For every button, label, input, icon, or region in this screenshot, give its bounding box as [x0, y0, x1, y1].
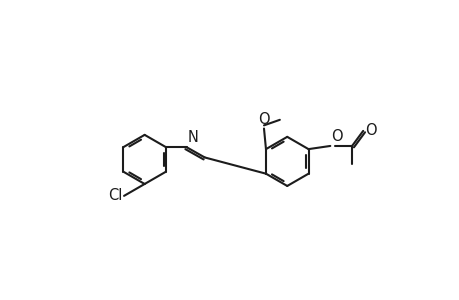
Text: O: O: [364, 123, 375, 138]
Text: O: O: [330, 129, 342, 144]
Text: N: N: [187, 130, 198, 145]
Text: O: O: [257, 112, 269, 127]
Text: Cl: Cl: [108, 188, 122, 203]
